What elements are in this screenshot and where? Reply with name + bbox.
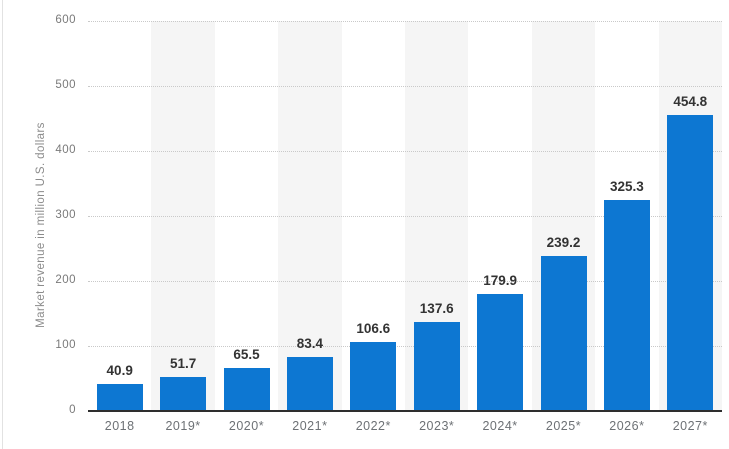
bar-2019*[interactable] <box>160 377 207 411</box>
x-tick-label-2020*: 2020* <box>228 419 265 433</box>
bar-2018[interactable] <box>96 384 143 411</box>
x-tick-label-2027*: 2027* <box>672 419 708 433</box>
bar-value-label: 40.9 <box>106 363 133 379</box>
y-tick-label-500: 500 <box>55 79 76 91</box>
y-tick-label-0: 0 <box>69 404 76 416</box>
page-left-border <box>2 0 3 449</box>
bar-value-label: 239.2 <box>546 234 581 250</box>
x-tick-label-2021*: 2021* <box>292 419 328 433</box>
x-tick-label-2026*: 2026* <box>609 419 645 433</box>
gridline-500 <box>88 86 722 87</box>
y-tick-label-400: 400 <box>55 144 76 156</box>
y-tick-label-200: 200 <box>55 274 76 286</box>
bar-value-label: 179.9 <box>483 273 517 289</box>
y-tick-label-100: 100 <box>55 339 76 351</box>
x-tick-label-2019*: 2019* <box>165 419 201 433</box>
bar-2027*[interactable] <box>667 115 714 411</box>
x-tick-label-2024*: 2024* <box>482 419 518 433</box>
bar-2021*[interactable] <box>286 356 333 411</box>
bar-2025*[interactable] <box>540 255 587 411</box>
bar-value-label: 65.5 <box>233 347 260 363</box>
plot-area: 40.9 51.7 65.5 83.4 106.6 137.6 179.9 239.2 325.… <box>88 21 722 412</box>
x-tick-label-2025*: 2025* <box>545 419 582 433</box>
bar-value-label: 83.4 <box>296 335 324 351</box>
y-tick-label-600: 600 <box>55 14 76 26</box>
x-tick-label-2022*: 2022* <box>355 419 391 433</box>
bar-value-label: 106.6 <box>356 320 391 336</box>
bar-value-label: 137.6 <box>419 300 454 316</box>
x-axis-line <box>88 410 722 412</box>
bar-value-label: 325.3 <box>609 178 644 194</box>
bar-value-label: 454.8 <box>673 94 708 110</box>
gridline-400 <box>88 151 722 152</box>
x-tick-label-2018: 2018 <box>104 419 135 433</box>
gridline-100 <box>88 346 722 347</box>
gridline-200 <box>88 281 722 282</box>
x-tick-label-2023*: 2023* <box>419 419 455 433</box>
bar-2020*[interactable] <box>223 368 270 411</box>
gridline-300 <box>88 216 722 217</box>
bar-value-label: 51.7 <box>169 356 197 372</box>
y-tick-label-300: 300 <box>55 209 76 221</box>
bar-2024*[interactable] <box>477 294 524 411</box>
bar-2026*[interactable] <box>603 199 650 411</box>
gridline-600 <box>88 21 722 22</box>
bar-2022*[interactable] <box>350 341 397 411</box>
bar-2023*[interactable] <box>413 321 460 411</box>
